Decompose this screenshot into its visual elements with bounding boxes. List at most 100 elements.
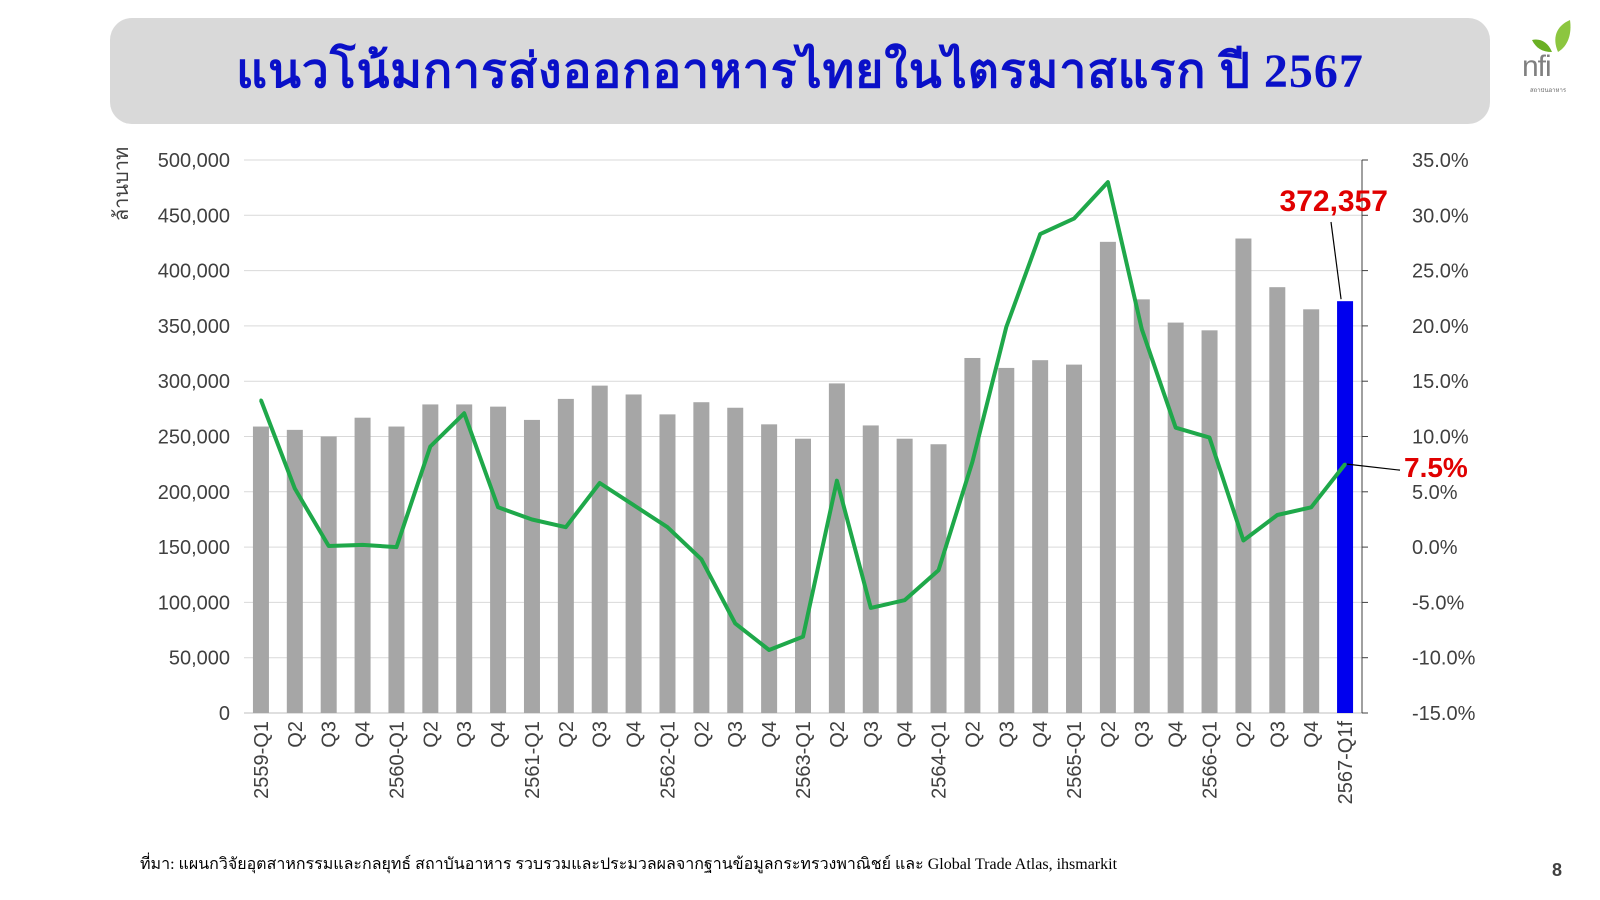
growth-annotation: 7.5% bbox=[1404, 452, 1468, 483]
growth-point bbox=[869, 606, 873, 610]
bar bbox=[557, 398, 574, 713]
page-title: แนวโน้มการส่งออกอาหารไทยในไตรมาสแรก ปี 2… bbox=[236, 45, 1364, 98]
x-tick-label: Q3 bbox=[319, 721, 341, 748]
growth-leader bbox=[1346, 463, 1401, 471]
growth-point bbox=[293, 486, 297, 490]
growth-point bbox=[733, 621, 737, 625]
growth-point bbox=[767, 648, 771, 652]
growth-point bbox=[462, 411, 466, 415]
x-tick-label: Q4 bbox=[895, 721, 917, 748]
growth-point bbox=[1275, 513, 1279, 517]
x-tick-label: Q4 bbox=[1301, 721, 1323, 748]
source-note: ที่มา: แผนกวิจัยอุตสาหกรรมและกลยุทธ์ สถา… bbox=[140, 856, 1118, 873]
growth-point bbox=[428, 444, 432, 448]
y-tick-label: 200,000 bbox=[158, 482, 230, 504]
x-tick-label: Q4 bbox=[488, 721, 510, 748]
annotation-leader bbox=[1330, 221, 1342, 300]
x-tick-label: Q4 bbox=[353, 721, 375, 748]
bar bbox=[286, 429, 303, 713]
x-tick-label: Q2 bbox=[420, 721, 442, 748]
y-tick-label: 400,000 bbox=[158, 261, 230, 283]
bar bbox=[252, 426, 269, 713]
bar bbox=[1099, 241, 1116, 713]
y-tick-label: 100,000 bbox=[158, 592, 230, 614]
x-tick-label: Q4 bbox=[1166, 721, 1188, 748]
bar bbox=[727, 407, 744, 713]
growth-point bbox=[1241, 538, 1245, 542]
growth-point bbox=[835, 479, 839, 483]
x-tick-label: 2560-Q1 bbox=[386, 721, 408, 799]
bar bbox=[1066, 364, 1083, 713]
bar bbox=[1133, 299, 1150, 713]
y-tick-label: 450,000 bbox=[158, 205, 230, 227]
x-tick-label: Q3 bbox=[996, 721, 1018, 748]
growth-point bbox=[970, 460, 974, 464]
y2-tick-label: 0.0% bbox=[1412, 537, 1458, 559]
x-tick-label: Q4 bbox=[1030, 721, 1052, 748]
y-tick-label: 50,000 bbox=[169, 648, 230, 670]
page-number: 8 bbox=[1552, 860, 1563, 880]
x-tick-label: 2562-Q1 bbox=[657, 721, 679, 799]
growth-point bbox=[1343, 462, 1347, 466]
title-banner: แนวโน้มการส่งออกอาหารไทยในไตรมาสแรก ปี 2… bbox=[110, 18, 1490, 124]
bar bbox=[388, 426, 405, 713]
bar bbox=[862, 425, 879, 713]
highlight-bar bbox=[1337, 301, 1354, 713]
x-tick-label: 2566-Q1 bbox=[1200, 721, 1222, 799]
logo-subtitle: สถาบันอาหาร bbox=[1530, 88, 1567, 94]
growth-point bbox=[361, 543, 365, 547]
growth-point bbox=[1309, 505, 1313, 509]
y2-tick-label: 5.0% bbox=[1412, 482, 1458, 504]
y2-tick-label: -15.0% bbox=[1412, 703, 1476, 725]
y2-tick-label: 25.0% bbox=[1412, 261, 1469, 283]
growth-point bbox=[1004, 325, 1008, 329]
x-tick-label: Q3 bbox=[1132, 721, 1154, 748]
x-tick-label: 2567-Q1f bbox=[1335, 721, 1357, 805]
x-tick-label: 2565-Q1 bbox=[1064, 721, 1086, 799]
growth-point bbox=[665, 525, 669, 529]
growth-point bbox=[632, 503, 636, 507]
y-tick-label: 350,000 bbox=[158, 316, 230, 338]
y2-tick-label: 10.0% bbox=[1412, 427, 1469, 449]
bar bbox=[896, 438, 913, 713]
x-tick-label: Q2 bbox=[691, 721, 713, 748]
leaf-icon bbox=[1555, 20, 1571, 52]
bar-value-annotation: 372,357 bbox=[1280, 185, 1388, 218]
growth-point bbox=[1038, 232, 1042, 236]
bar bbox=[761, 424, 778, 713]
y-tick-label: 500,000 bbox=[158, 150, 230, 172]
bar bbox=[354, 417, 371, 713]
growth-point bbox=[1140, 327, 1144, 331]
bar bbox=[930, 444, 947, 713]
growth-point bbox=[937, 568, 941, 572]
growth-point bbox=[394, 545, 398, 549]
bar bbox=[1269, 287, 1286, 713]
y-tick-label: 150,000 bbox=[158, 537, 230, 559]
growth-point bbox=[530, 517, 534, 521]
bar bbox=[591, 385, 608, 713]
y-tick-label: 0 bbox=[219, 703, 230, 725]
x-tick-label: Q2 bbox=[1233, 721, 1255, 748]
y2-tick-label: 15.0% bbox=[1412, 371, 1469, 393]
x-tick-label: Q3 bbox=[1267, 721, 1289, 748]
bar bbox=[456, 404, 473, 713]
y2-tick-label: -10.0% bbox=[1412, 648, 1476, 670]
x-tick-label: Q4 bbox=[624, 721, 646, 748]
x-tick-label: 2559-Q1 bbox=[251, 721, 273, 799]
bar bbox=[1201, 330, 1218, 713]
growth-point bbox=[1174, 426, 1178, 430]
x-tick-label: 2561-Q1 bbox=[522, 721, 544, 799]
bar bbox=[795, 438, 811, 713]
bar bbox=[320, 436, 337, 713]
growth-point bbox=[1106, 180, 1110, 184]
growth-point bbox=[903, 598, 907, 602]
x-tick-label: Q3 bbox=[725, 721, 747, 748]
x-tick-label: 2564-Q1 bbox=[929, 721, 951, 799]
x-tick-label: Q2 bbox=[556, 721, 578, 748]
x-tick-label: Q2 bbox=[962, 721, 984, 748]
bar bbox=[1167, 322, 1184, 713]
growth-point bbox=[327, 544, 331, 548]
bar bbox=[1303, 309, 1320, 713]
logo-text: nfi bbox=[1522, 50, 1552, 83]
bar bbox=[1032, 360, 1049, 713]
